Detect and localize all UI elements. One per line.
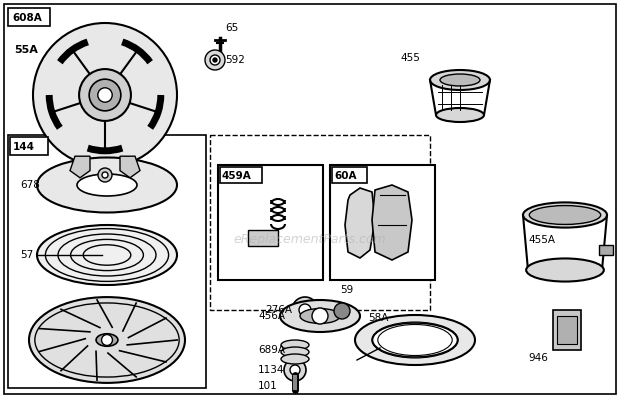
Text: 60A: 60A	[334, 171, 356, 181]
Bar	[248, 230, 278, 246]
Text: 592: 592	[225, 55, 245, 65]
Text: 946: 946	[528, 353, 548, 363]
Ellipse shape	[281, 347, 309, 357]
Text: 144: 144	[13, 142, 35, 152]
Ellipse shape	[102, 172, 108, 178]
Text: 459A: 459A	[222, 171, 252, 181]
Ellipse shape	[205, 50, 225, 70]
Ellipse shape	[292, 297, 318, 323]
Text: 455: 455	[400, 53, 420, 63]
Polygon shape	[345, 188, 375, 258]
Ellipse shape	[89, 79, 121, 111]
Text: eReplacementParts.com: eReplacementParts.com	[234, 234, 386, 246]
Ellipse shape	[98, 168, 112, 182]
Ellipse shape	[430, 70, 490, 90]
Text: 276A: 276A	[265, 305, 292, 315]
Ellipse shape	[440, 74, 480, 86]
Ellipse shape	[37, 158, 177, 213]
Bar	[557, 316, 577, 344]
Ellipse shape	[523, 203, 607, 228]
Ellipse shape	[355, 315, 475, 365]
Bar	[218, 165, 323, 280]
Ellipse shape	[102, 335, 112, 345]
Text: 456A: 456A	[258, 311, 285, 321]
Ellipse shape	[213, 58, 217, 62]
Ellipse shape	[98, 88, 112, 102]
Text: 1134: 1134	[258, 365, 285, 375]
Text: 678: 678	[20, 180, 40, 190]
Bar	[210, 135, 430, 310]
Ellipse shape	[300, 308, 340, 324]
Text: 55A: 55A	[14, 45, 38, 55]
Ellipse shape	[37, 225, 177, 285]
Ellipse shape	[281, 340, 309, 350]
Ellipse shape	[290, 365, 300, 375]
Ellipse shape	[312, 308, 328, 324]
Text: 65: 65	[225, 23, 238, 33]
Text: 57: 57	[20, 250, 33, 260]
Text: 608A: 608A	[12, 13, 42, 23]
Ellipse shape	[33, 23, 177, 167]
Bar	[332, 167, 367, 183]
Ellipse shape	[77, 174, 137, 196]
Text: 101: 101	[258, 381, 278, 391]
Ellipse shape	[284, 359, 306, 381]
Text: 455A: 455A	[528, 235, 555, 245]
Ellipse shape	[334, 303, 350, 319]
Ellipse shape	[280, 300, 360, 332]
Polygon shape	[120, 156, 140, 178]
Bar	[220, 167, 262, 183]
Bar	[8, 8, 50, 26]
Ellipse shape	[281, 354, 309, 364]
Bar	[330, 165, 435, 280]
Bar	[599, 245, 613, 255]
Ellipse shape	[79, 69, 131, 121]
Ellipse shape	[436, 108, 484, 122]
Ellipse shape	[29, 297, 185, 383]
Bar	[8, 135, 206, 388]
Ellipse shape	[529, 205, 601, 224]
Bar	[10, 137, 48, 155]
Text: 58A: 58A	[368, 313, 388, 323]
Ellipse shape	[299, 304, 311, 316]
Text: 689A: 689A	[258, 345, 285, 355]
Polygon shape	[70, 156, 90, 178]
Ellipse shape	[210, 55, 220, 65]
Text: 59: 59	[340, 285, 353, 295]
Polygon shape	[372, 185, 412, 260]
Ellipse shape	[526, 258, 604, 281]
Ellipse shape	[96, 334, 118, 346]
Ellipse shape	[373, 323, 458, 357]
Bar	[553, 310, 581, 350]
